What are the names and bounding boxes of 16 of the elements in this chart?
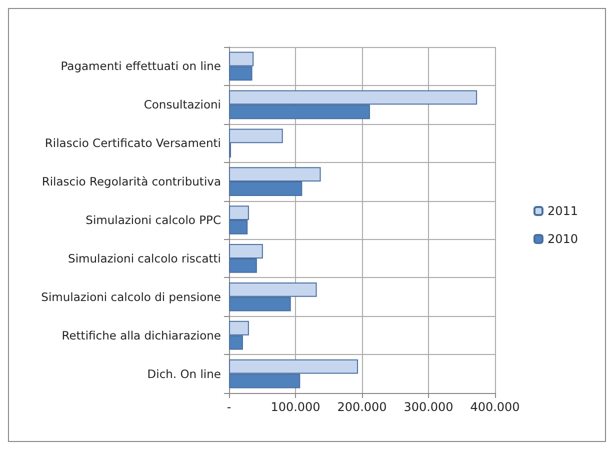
x-tick-label: -	[226, 400, 232, 414]
legend-label: 2011	[547, 204, 578, 218]
x-tick-label: 200.000	[337, 400, 387, 414]
x-tick-label: 100.000	[270, 400, 320, 414]
y-tick-label: Pagamenti effettuati on line	[60, 59, 221, 74]
y-tick-label: Simulazioni calcolo riscatti	[68, 251, 221, 266]
y-tick-label: Rilascio Regolarità contributiva	[42, 174, 221, 189]
y-tick-label: Simulazioni calcolo PPC	[86, 213, 221, 227]
y-tick-label: Rilascio Certificato Versamenti	[44, 136, 221, 150]
legend-label: 2010	[547, 232, 578, 246]
y-tick-label: Consultazioni	[144, 98, 221, 112]
y-tick-label: Simulazioni calcolo di pensione	[41, 290, 221, 304]
x-tick-label: 300.000	[404, 400, 454, 414]
y-tick-label: Rettifiche alla dichiarazione	[62, 328, 221, 342]
x-tick-label: 400.000	[470, 400, 520, 414]
y-tick-label: Dich. On line	[147, 366, 221, 381]
